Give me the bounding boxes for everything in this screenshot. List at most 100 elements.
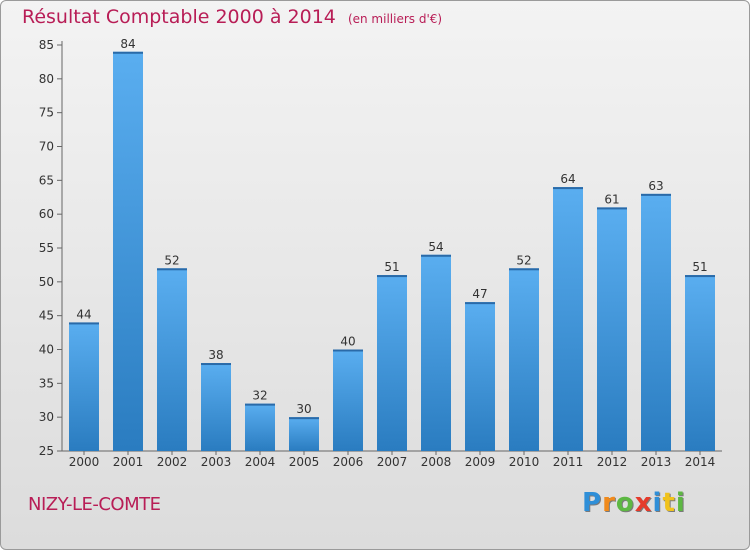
x-tick-label: 2013 <box>641 455 672 469</box>
bar <box>333 349 363 451</box>
value-label: 30 <box>296 402 311 416</box>
bar-top-edge <box>377 275 407 278</box>
y-tick-label: 70 <box>39 140 54 154</box>
bar-top-edge <box>685 275 715 278</box>
x-axis: 2000 2001 2002 2003 2004 2005 2006 2007 2008 2009… <box>62 450 722 469</box>
bar <box>641 193 671 451</box>
bar-top-edge <box>465 302 495 305</box>
value-label: 38 <box>208 348 223 362</box>
y-tick-label: 75 <box>39 106 54 120</box>
value-label: 44 <box>76 307 91 321</box>
bar-body <box>157 268 187 451</box>
bar <box>289 417 319 451</box>
bar-top-edge <box>421 254 451 257</box>
y-tick-label: 30 <box>39 410 54 424</box>
bar <box>377 275 407 451</box>
proxiti-logo: Proxiti <box>582 488 686 518</box>
bar <box>421 254 451 451</box>
logo-letter: x <box>634 488 653 518</box>
bar-body <box>289 417 319 451</box>
y-tick-label: 65 <box>39 173 54 187</box>
y-tick-label: 55 <box>39 241 54 255</box>
value-label: 63 <box>648 179 663 193</box>
chart-title: Résultat Comptable 2000 à 2014 (en milli… <box>22 6 442 28</box>
x-tick-label: 2003 <box>201 455 232 469</box>
y-tick-label: 25 <box>39 444 54 458</box>
value-label: 32 <box>252 389 267 403</box>
bar-top-edge <box>157 268 187 271</box>
x-tick-label: 2001 <box>113 455 144 469</box>
bar-series <box>69 51 715 452</box>
y-tick-label: 40 <box>39 343 54 357</box>
x-tick-label: 2010 <box>509 455 540 469</box>
logo-letter: o <box>615 488 635 518</box>
bar-body <box>553 187 583 451</box>
x-tick-label: 2012 <box>597 455 628 469</box>
value-label: 54 <box>428 240 443 254</box>
value-label: 52 <box>164 253 179 267</box>
bar-top-edge <box>641 193 671 196</box>
bar-body <box>465 302 495 451</box>
y-tick-label: 35 <box>39 376 54 390</box>
bar <box>69 322 99 451</box>
bar <box>509 268 539 451</box>
value-label: 51 <box>692 260 707 274</box>
bar-body <box>201 363 231 451</box>
bar <box>553 187 583 451</box>
bar-top-edge <box>245 403 275 406</box>
chart-subtitle: (en milliers d'€) <box>347 12 443 26</box>
bar-top-edge <box>509 268 539 271</box>
bar-top-edge <box>553 187 583 190</box>
value-label: 40 <box>340 335 355 349</box>
logo-letter: r <box>602 488 616 518</box>
value-label: 47 <box>472 287 487 301</box>
x-tick-label: 2000 <box>69 455 100 469</box>
x-tick-label: 2005 <box>289 455 320 469</box>
bar-body <box>597 207 627 451</box>
bar-body <box>333 349 363 451</box>
value-label: 51 <box>384 260 399 274</box>
place-name: NIZY-LE-COMTE <box>28 494 161 515</box>
bar-body <box>421 254 451 451</box>
y-axis: 25 30 35 40 45 50 55 60 65 70 75 80 85 <box>39 38 63 458</box>
x-tick-label: 2004 <box>245 455 276 469</box>
y-tick-label: 45 <box>39 309 54 323</box>
x-tick-label: 2006 <box>333 455 364 469</box>
bar-body <box>245 403 275 451</box>
bar <box>245 403 275 451</box>
y-tick-label: 85 <box>39 38 54 52</box>
bar-body <box>685 275 715 451</box>
x-tick-label: 2014 <box>685 455 716 469</box>
bar-top-edge <box>333 349 363 352</box>
x-tick-label: 2008 <box>421 455 452 469</box>
logo-letter: P <box>582 488 603 518</box>
y-tick-label: 60 <box>39 207 54 221</box>
bar-body <box>113 51 143 452</box>
y-tick-label: 50 <box>39 275 54 289</box>
value-label: 64 <box>560 172 575 186</box>
bar-top-edge <box>289 417 319 420</box>
bar <box>465 302 495 451</box>
bar-top-edge <box>69 322 99 325</box>
logo-letter: t <box>662 488 676 518</box>
title-text: Résultat Comptable 2000 à 2014 <box>22 6 336 28</box>
logo-letter: i <box>675 488 686 518</box>
bar-top-edge <box>597 207 627 210</box>
bar <box>597 207 627 451</box>
bar-top-edge <box>201 363 231 366</box>
bar-body <box>641 193 671 451</box>
value-label: 84 <box>120 37 135 51</box>
value-labels: 44 84 52 38 32 30 40 51 54 47 52 64 61 63 51 <box>76 37 707 416</box>
x-tick-label: 2009 <box>465 455 496 469</box>
x-tick-label: 2011 <box>553 455 584 469</box>
bar <box>201 363 231 451</box>
bar-body <box>509 268 539 451</box>
bar-top-edge <box>113 51 143 54</box>
x-tick-label: 2002 <box>157 455 188 469</box>
bar <box>113 51 143 452</box>
x-tick-label: 2007 <box>377 455 408 469</box>
logo-letter: i <box>652 488 663 518</box>
bar <box>157 268 187 451</box>
value-label: 61 <box>604 192 619 206</box>
